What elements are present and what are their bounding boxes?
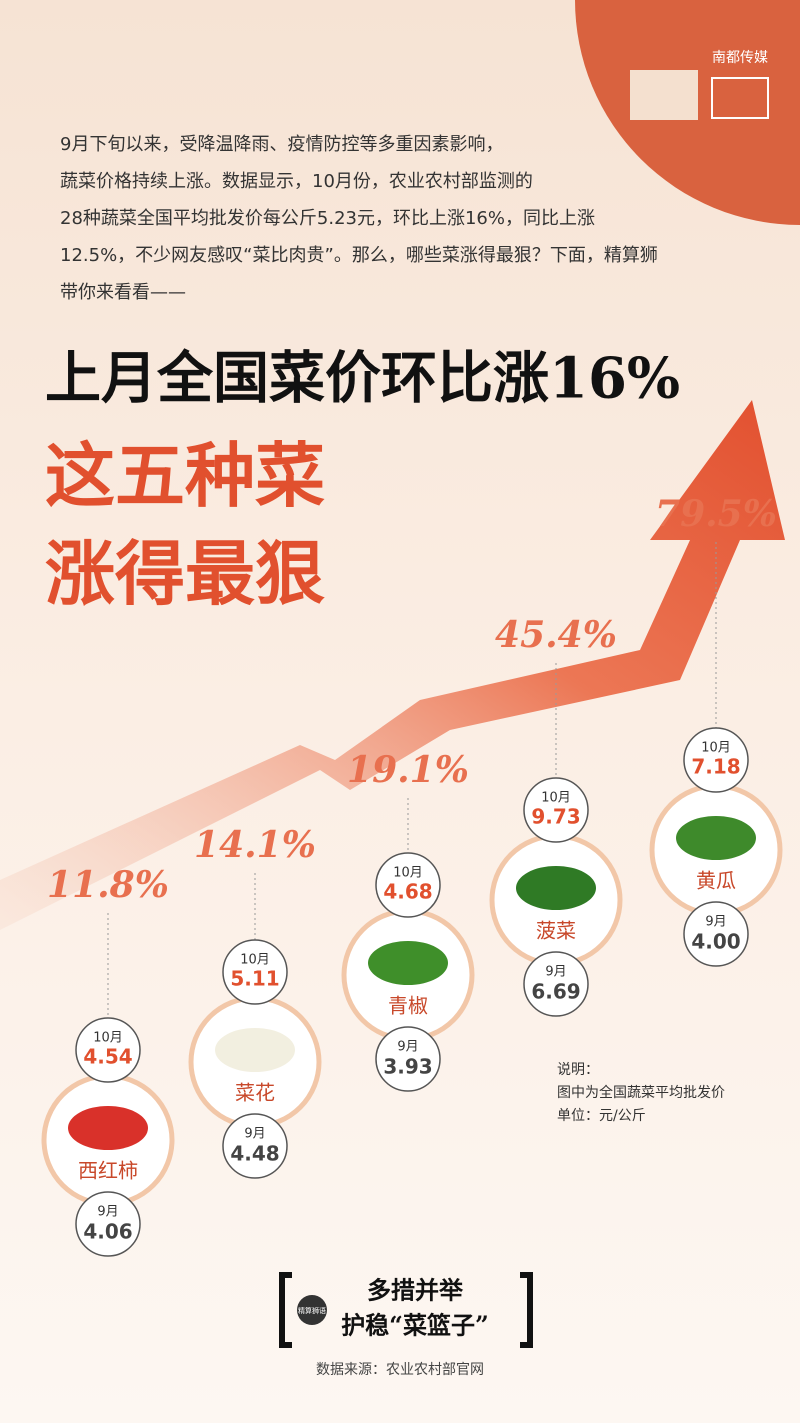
trend-arrow (0, 400, 785, 930)
lion-icon (630, 70, 698, 120)
oct-label: 10月 (393, 866, 423, 881)
logo: 南都传媒 (712, 50, 768, 66)
intro-line: 28种蔬菜全国平均批发价每公斤5.23元，环比上涨16%，同比上涨 (60, 208, 595, 229)
note: 说明： (557, 1062, 599, 1078)
oct-label: 10月 (240, 953, 270, 968)
badge-text: 精算狮语 (298, 1306, 326, 1315)
oct-price: 5.11 (230, 967, 279, 991)
sep-price: 6.69 (531, 980, 580, 1004)
sep-price: 4.06 (83, 1220, 132, 1244)
sep-label: 9月 (244, 1127, 265, 1142)
oct-bubble (375, 852, 441, 918)
logo-mark (711, 77, 769, 119)
badge (297, 1295, 327, 1325)
sep-price: 4.00 (691, 930, 740, 954)
subtitle: 这五种菜 (45, 434, 325, 517)
title: 上月全国菜价环比涨16% (45, 346, 680, 412)
veg-name: 黄瓜 (696, 869, 736, 893)
sep-label: 9月 (97, 1205, 118, 1220)
oct-label: 10月 (541, 791, 571, 806)
oct-bubble (523, 777, 589, 843)
percent: 11.8% (47, 864, 169, 906)
sep-bubble (222, 1113, 288, 1179)
sep-label: 9月 (705, 915, 726, 930)
intro-line: 9月下旬以来，受降温降雨、疫情防控等多重因素影响， (60, 134, 503, 155)
oct-bubble (75, 1017, 141, 1083)
bracket (279, 1272, 533, 1348)
sep-label: 9月 (545, 965, 566, 980)
note: 图中为全国蔬菜平均批发价 (557, 1084, 725, 1101)
subtitle: 涨得最狠 (45, 532, 325, 615)
oct-price: 4.68 (383, 880, 432, 904)
veg-image (676, 816, 756, 860)
note: 单位：元/公斤 (557, 1108, 646, 1124)
sep-bubble (683, 901, 749, 967)
veg-name: 青椒 (388, 994, 428, 1018)
veg-name: 西红柿 (78, 1159, 138, 1183)
intro-line: 蔬菜价格持续上涨。数据显示，10月份，农业农村部监测的 (60, 171, 533, 192)
oct-label: 10月 (701, 741, 731, 756)
intro-line: 12.5%，不少网友感叹“菜比肉贵”。那么，哪些菜涨得最狠？下面，精算狮 (60, 245, 658, 266)
veg-image (368, 941, 448, 985)
oct-label: 10月 (93, 1031, 123, 1046)
veg-image (68, 1106, 148, 1150)
veg-name: 菜花 (235, 1081, 275, 1105)
sep-bubble (523, 951, 589, 1017)
veg-name: 菠菜 (536, 919, 576, 943)
sep-bubble (375, 1026, 441, 1092)
oct-bubble (683, 727, 749, 793)
percent: 14.1% (194, 824, 316, 866)
sep-price: 3.93 (383, 1055, 432, 1079)
oct-price: 4.54 (83, 1045, 132, 1069)
oct-price: 9.73 (531, 805, 580, 829)
sep-price: 4.48 (230, 1142, 279, 1166)
intro-line: 带你来看看—— (60, 282, 186, 303)
slogan: 护稳“菜篮子” (341, 1311, 489, 1340)
oct-price: 7.18 (691, 755, 740, 779)
veg-image (215, 1028, 295, 1072)
veg-image (516, 866, 596, 910)
percent: 79.5% (655, 493, 777, 535)
sep-label: 9月 (397, 1040, 418, 1055)
percent: 45.4% (495, 614, 617, 656)
sep-bubble (75, 1191, 141, 1257)
source: 数据来源：农业农村部官网 (316, 1362, 484, 1378)
percent: 19.1% (347, 749, 469, 791)
oct-bubble (222, 939, 288, 1005)
slogan: 多措并举 (367, 1276, 464, 1305)
